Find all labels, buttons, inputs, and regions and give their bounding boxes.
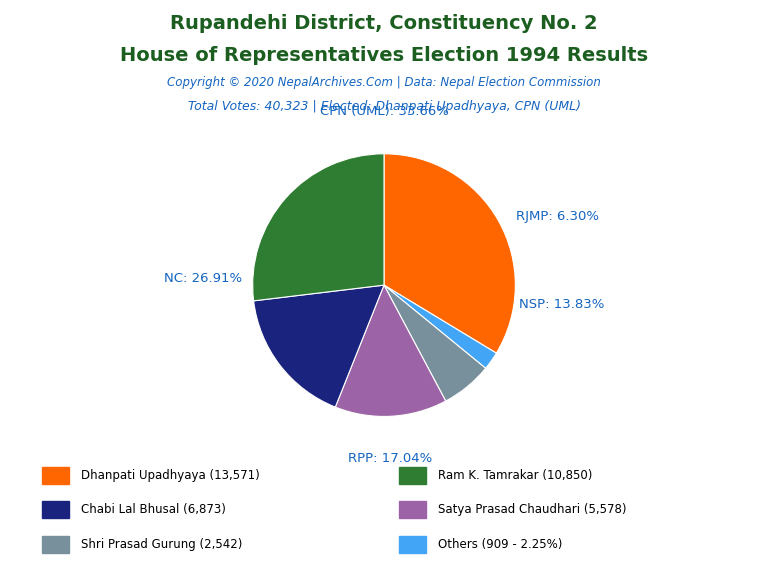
Wedge shape: [384, 154, 515, 353]
Text: CPN (UML): 33.66%: CPN (UML): 33.66%: [319, 105, 449, 118]
Wedge shape: [253, 154, 384, 301]
Wedge shape: [253, 285, 384, 407]
Text: Copyright © 2020 NepalArchives.Com | Data: Nepal Election Commission: Copyright © 2020 NepalArchives.Com | Dat…: [167, 76, 601, 89]
Text: Ram K. Tamrakar (10,850): Ram K. Tamrakar (10,850): [438, 469, 592, 482]
Text: Shri Prasad Gurung (2,542): Shri Prasad Gurung (2,542): [81, 538, 242, 551]
Text: Satya Prasad Chaudhari (5,578): Satya Prasad Chaudhari (5,578): [438, 503, 626, 516]
Text: RPP: 17.04%: RPP: 17.04%: [349, 452, 432, 465]
Wedge shape: [384, 285, 496, 368]
Wedge shape: [336, 285, 445, 416]
Text: House of Representatives Election 1994 Results: House of Representatives Election 1994 R…: [120, 46, 648, 65]
Wedge shape: [384, 285, 485, 401]
Text: NC: 26.91%: NC: 26.91%: [164, 272, 242, 285]
Text: NSP: 13.83%: NSP: 13.83%: [518, 298, 604, 311]
Text: Dhanpati Upadhyaya (13,571): Dhanpati Upadhyaya (13,571): [81, 469, 260, 482]
Text: Others (909 - 2.25%): Others (909 - 2.25%): [438, 538, 562, 551]
Text: Rupandehi District, Constituency No. 2: Rupandehi District, Constituency No. 2: [170, 14, 598, 33]
Text: Chabi Lal Bhusal (6,873): Chabi Lal Bhusal (6,873): [81, 503, 226, 516]
Text: Total Votes: 40,323 | Elected: Dhanpati Upadhyaya, CPN (UML): Total Votes: 40,323 | Elected: Dhanpati …: [187, 100, 581, 113]
Text: RJMP: 6.30%: RJMP: 6.30%: [516, 210, 599, 223]
